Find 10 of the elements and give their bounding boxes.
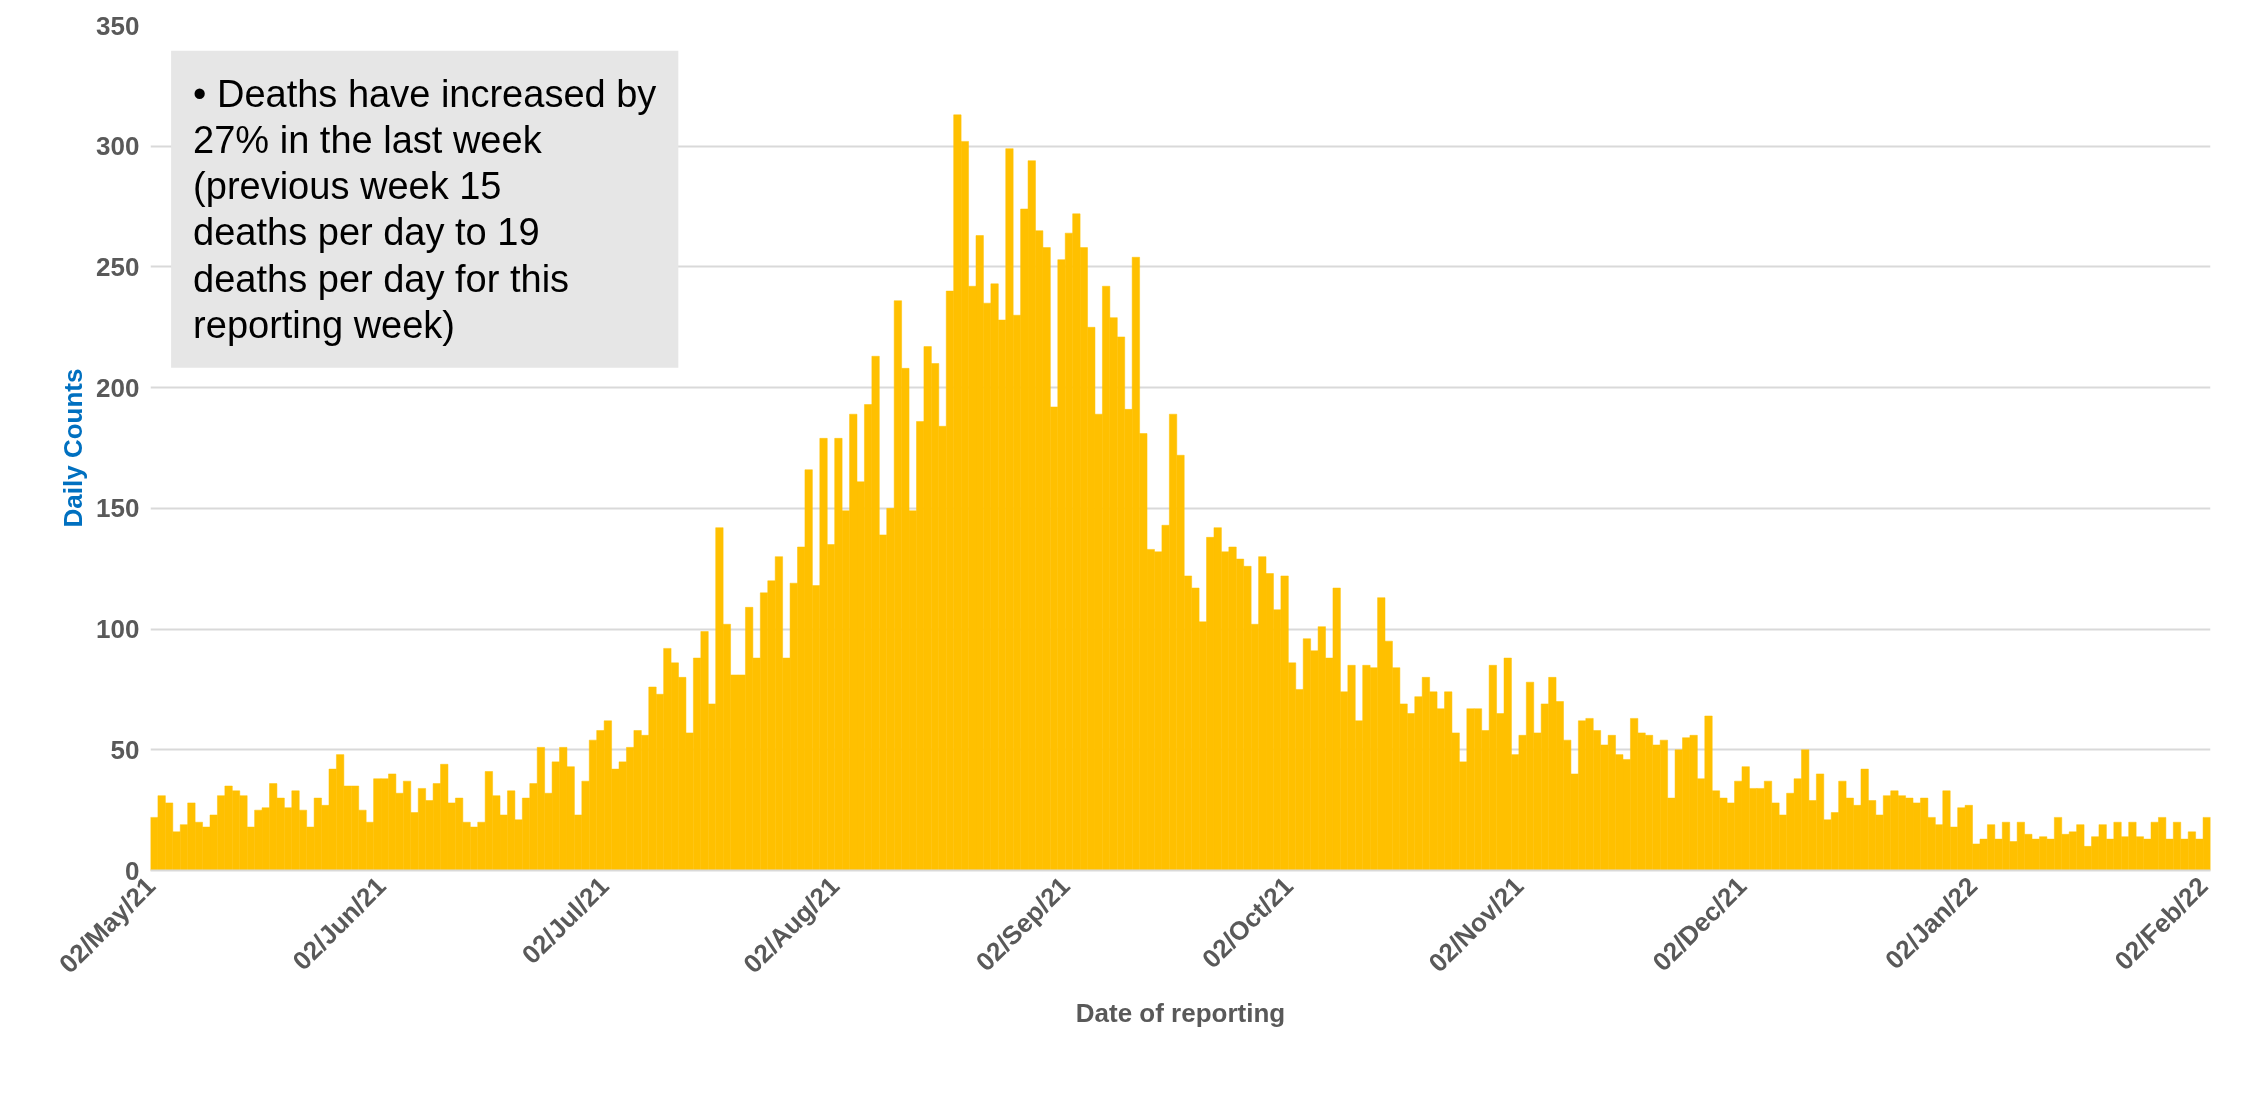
y-tick-label: 150: [96, 493, 140, 524]
y-tick-label: 350: [96, 10, 140, 41]
y-tick-label: 50: [110, 734, 140, 765]
x-axis-title: Date of reporting: [1075, 997, 1286, 1028]
y-tick-label: 300: [96, 131, 140, 162]
y-axis-title: Daily Counts: [58, 368, 89, 528]
y-tick-label: 250: [96, 251, 140, 282]
annotation: • Deaths have increased by 27% in the last week (previous week 15 deaths per day to 19 deaths per day for this reporting week): [193, 72, 657, 346]
y-tick-label: 200: [96, 372, 140, 403]
y-tick-label: 100: [96, 614, 140, 645]
